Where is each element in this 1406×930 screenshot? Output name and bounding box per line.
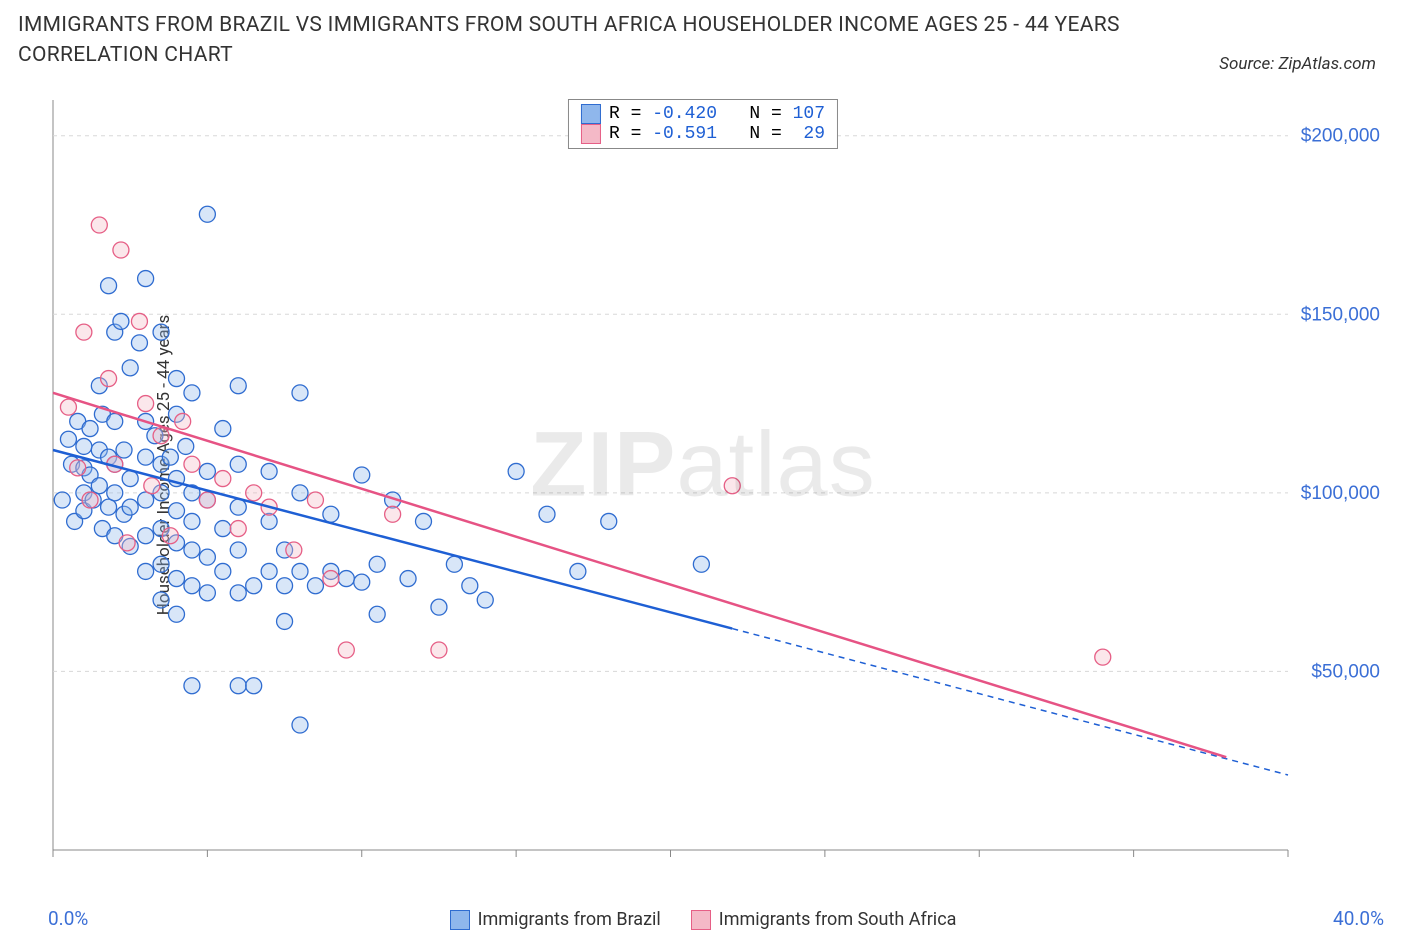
svg-text:$100,000: $100,000 [1301, 483, 1380, 504]
svg-text:$150,000: $150,000 [1301, 304, 1380, 325]
legend-item-south-africa: Immigrants from South Africa [691, 909, 957, 930]
swatch-icon [691, 910, 711, 930]
svg-text:$50,000: $50,000 [1311, 661, 1380, 682]
scatter-plot: $50,000 $100,000 $150,000 $200,000 [48, 95, 1388, 885]
legend-label: Immigrants from Brazil [478, 909, 661, 930]
chart-title: IMMIGRANTS FROM BRAZIL VS IMMIGRANTS FRO… [18, 10, 1146, 71]
swatch-icon [450, 910, 470, 930]
series-legend: 0.0% Immigrants from Brazil Immigrants f… [0, 909, 1406, 930]
correlation-legend: R = -0.420 N = 107R = -0.591 N = 29 [568, 99, 838, 149]
x-axis-max-label: 40.0% [1333, 907, 1384, 930]
x-axis-min-label: 0.0% [48, 907, 88, 930]
svg-text:$200,000: $200,000 [1301, 126, 1380, 147]
legend-label: Immigrants from South Africa [719, 909, 957, 930]
source-citation: Source: ZipAtlas.com [1219, 54, 1376, 74]
legend-item-brazil: Immigrants from Brazil [450, 909, 661, 930]
